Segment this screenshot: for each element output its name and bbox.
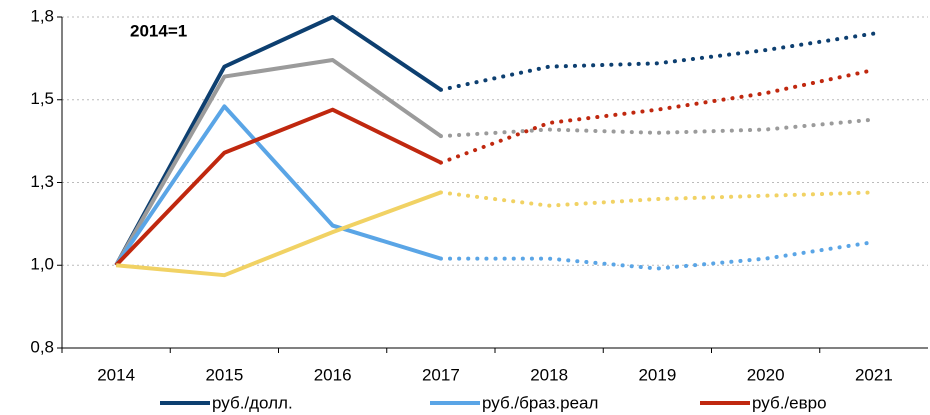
x-tick-label: 2021: [855, 365, 893, 384]
x-tick-label: 2019: [638, 365, 676, 384]
y-tick-label: 0,8: [30, 337, 54, 356]
y-tick-label: 1,0: [30, 255, 54, 274]
line-dotted: [438, 67, 876, 165]
line-solid: [115, 190, 442, 278]
line-solid: [114, 58, 443, 267]
line-solid: [114, 104, 442, 267]
legend-label: руб./евро: [752, 393, 827, 412]
line-dotted: [438, 117, 876, 139]
legend-label: руб./долл.: [212, 393, 293, 412]
annotation: 2014=1: [130, 21, 187, 40]
line-dotted: [438, 190, 876, 208]
x-tick-label: 2020: [747, 365, 785, 384]
y-tick-label: 1,3: [30, 172, 54, 191]
line-solid: [114, 107, 442, 267]
legend-label: руб./браз.реал: [482, 393, 598, 412]
line-dotted: [438, 31, 876, 92]
x-tick-label: 2015: [205, 365, 243, 384]
y-tick-label: 1,8: [30, 6, 54, 25]
line-dotted: [438, 240, 876, 271]
y-tick-label: 1,5: [30, 89, 54, 108]
x-tick-label: 2014: [97, 365, 135, 384]
x-tick-label: 2018: [530, 365, 568, 384]
x-tick-label: 2017: [422, 365, 460, 384]
x-tick-label: 2016: [314, 365, 352, 384]
line-solid: [114, 15, 442, 267]
